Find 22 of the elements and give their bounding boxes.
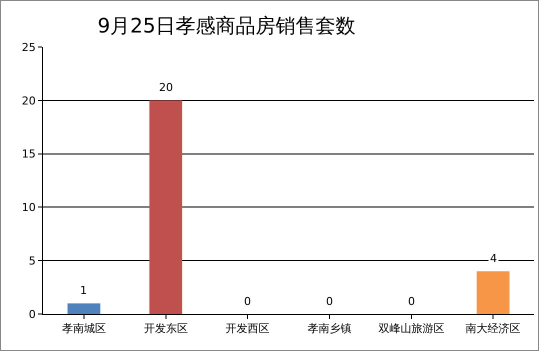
y-tick-label: 10: [22, 201, 36, 214]
chart-title: 9月25日孝感商品房销售套数: [97, 13, 356, 38]
bar: [149, 100, 182, 314]
data-label: 0: [326, 295, 333, 308]
y-tick-label: 25: [22, 40, 36, 54]
x-tick-label: 开发东区: [144, 322, 188, 336]
x-tick-label: 开发西区: [226, 322, 270, 336]
x-tick-label: 南大经济区: [466, 322, 521, 336]
x-tick-label: 双峰山旅游区: [378, 322, 444, 336]
data-label: 20: [159, 81, 173, 94]
data-label: 1: [80, 284, 87, 297]
y-tick-label: 15: [22, 148, 36, 161]
y-tick-label: 0: [28, 308, 36, 321]
bar: [68, 303, 100, 314]
x-tick-label: 孝南乡镇: [307, 322, 352, 336]
y-tick-label: 20: [22, 94, 36, 108]
data-label: 4: [490, 252, 497, 265]
data-label: 0: [408, 295, 415, 308]
y-tick-label: 5: [28, 254, 36, 268]
bar: [476, 271, 510, 314]
data-label: 0: [244, 295, 251, 308]
x-tick-label: 孝南城区: [62, 322, 106, 336]
